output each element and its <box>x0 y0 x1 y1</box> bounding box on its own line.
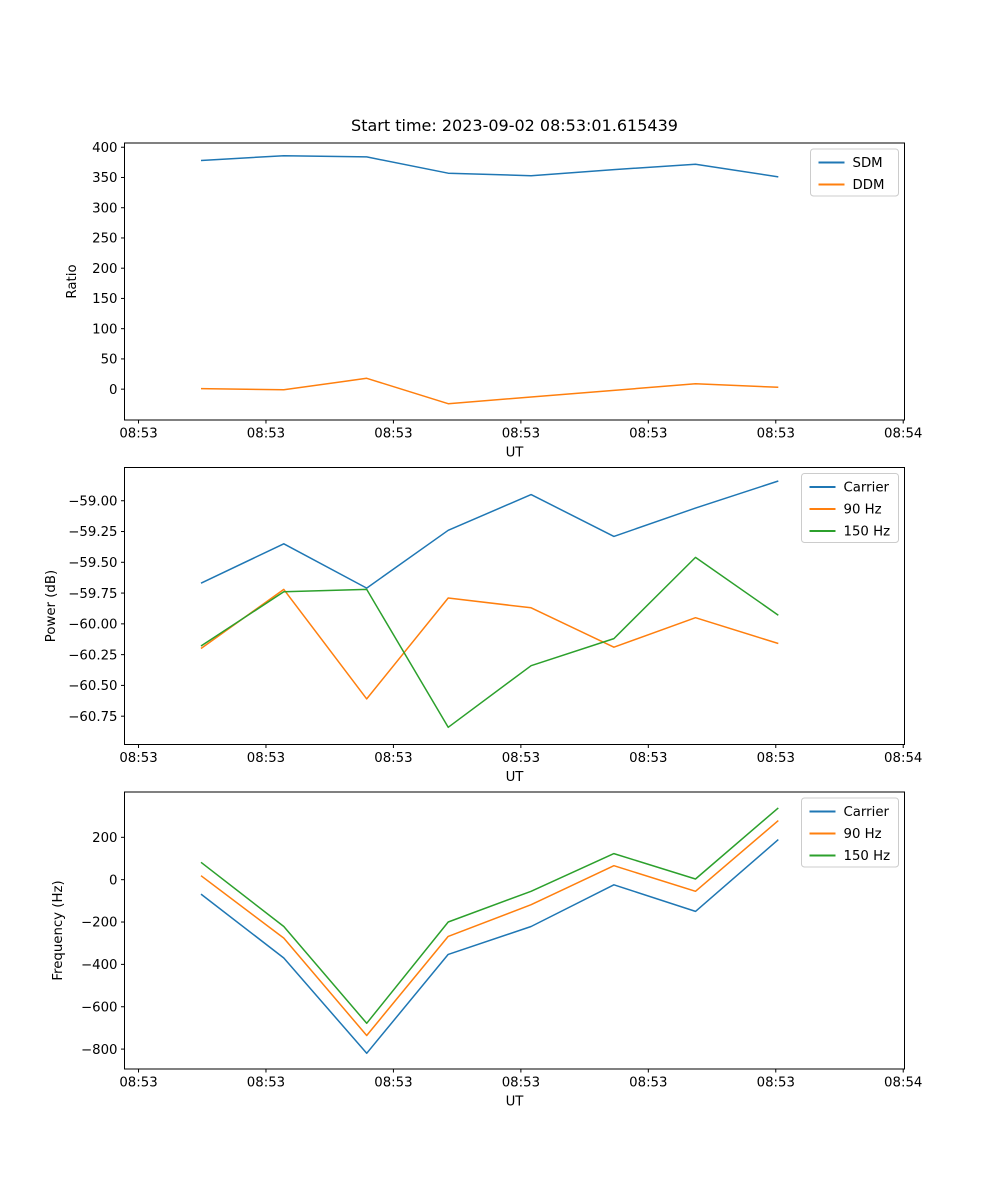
x-tick-label: 08:53 <box>247 751 285 766</box>
y-tick-label: 250 <box>92 232 117 247</box>
y-tick-label: 350 <box>92 171 117 186</box>
y-axis: −59.00 −59.25 −59.50 −59.75 −60.00 −60.25 −60.… <box>44 494 125 725</box>
x-axis: 08:53 08:53 08:53 08:53 08:53 08:53 08:54 UT <box>119 744 922 785</box>
y-tick-label: −60.25 <box>68 648 117 663</box>
x-axis-label: UT <box>506 1095 525 1110</box>
y-tick-label: −59.50 <box>68 556 117 571</box>
subplot-power: 08:53 08:53 08:53 08:53 08:53 08:53 08:54 UT −59… <box>44 467 922 785</box>
series-line-90-hz <box>200 588 779 700</box>
x-axis: 08:53 08:53 08:53 08:53 08:53 08:53 08:54 UT <box>119 420 922 461</box>
x-axis: 08:53 08:53 08:53 08:53 08:53 08:53 08:54 UT <box>119 1069 922 1110</box>
y-tick-label: −600 <box>81 1000 118 1015</box>
x-tick-label: 08:53 <box>119 1076 157 1091</box>
series-line-150-hz <box>200 556 779 729</box>
x-tick-label: 08:53 <box>502 1076 540 1091</box>
y-tick-label: 200 <box>92 262 117 277</box>
axes-frame <box>124 467 905 745</box>
series-line-150-hz <box>200 807 779 1025</box>
legend-label: 150 Hz <box>844 849 891 864</box>
subplot-frequency: 08:53 08:53 08:53 08:53 08:53 08:53 08:54 UT 200… <box>51 791 922 1110</box>
y-tick-label: 150 <box>92 292 117 307</box>
legend-label: SDM <box>853 156 883 171</box>
y-tick-label: 300 <box>92 201 117 216</box>
y-axis-label: Ratio <box>65 264 80 298</box>
y-tick-label: −59.00 <box>68 494 117 509</box>
legend: SDM DDM <box>810 148 899 197</box>
y-tick-label: 0 <box>109 383 117 398</box>
series-line-sdm <box>200 154 779 178</box>
series-line-carrier <box>200 480 779 589</box>
x-tick-label: 08:53 <box>629 1076 667 1091</box>
x-tick-label: 08:53 <box>374 751 412 766</box>
y-axis-label: Power (dB) <box>44 570 59 642</box>
x-tick-label: 08:54 <box>884 1076 922 1091</box>
x-axis-label: UT <box>506 770 525 785</box>
y-tick-label: 200 <box>92 831 117 846</box>
x-axis-label: UT <box>506 446 525 461</box>
x-tick-label: 08:53 <box>247 427 285 442</box>
legend: Carrier 90 Hz 150 Hz <box>801 473 899 543</box>
x-tick-label: 08:53 <box>119 751 157 766</box>
subplots: 08:53 08:53 08:53 08:53 08:53 08:53 08:54 UT 0 50… <box>44 141 922 1110</box>
legend-frame <box>801 797 899 868</box>
x-tick-label: 08:53 <box>629 751 667 766</box>
x-tick-label: 08:53 <box>502 427 540 442</box>
y-tick-label: −200 <box>81 916 118 931</box>
series-line-90-hz <box>200 820 779 1037</box>
subplot-ratio: 08:53 08:53 08:53 08:53 08:53 08:53 08:54 UT 0 50… <box>65 141 922 461</box>
y-tick-label: −60.50 <box>68 679 117 694</box>
x-tick-label: 08:54 <box>884 751 922 766</box>
y-tick-label: −60.75 <box>68 710 117 725</box>
x-tick-label: 08:53 <box>629 427 667 442</box>
y-tick-label: 100 <box>92 322 117 337</box>
x-tick-label: 08:54 <box>884 427 922 442</box>
y-tick-label: −400 <box>81 958 118 973</box>
axes-frame <box>124 142 905 421</box>
legend-label: Carrier <box>844 481 890 496</box>
legend-label: 150 Hz <box>844 525 891 540</box>
y-axis: 200 0 −200 −400 −600 −800 Frequency (Hz) <box>51 831 125 1058</box>
legend-label: 90 Hz <box>844 503 882 518</box>
x-tick-label: 08:53 <box>757 1076 795 1091</box>
y-tick-label: 0 <box>109 873 117 888</box>
axes-frame <box>124 791 905 1070</box>
legend-label: Carrier <box>844 805 890 820</box>
y-tick-label: 400 <box>92 141 117 156</box>
y-axis: 0 50 100 150 200 250 300 350 400 Ratio <box>65 141 125 398</box>
y-tick-label: 50 <box>101 353 118 368</box>
x-tick-label: 08:53 <box>374 1076 412 1091</box>
y-tick-label: −60.00 <box>68 618 117 633</box>
legend-label: 90 Hz <box>844 827 882 842</box>
series-line-ddm <box>200 377 779 405</box>
x-tick-label: 08:53 <box>119 427 157 442</box>
x-tick-label: 08:53 <box>247 1076 285 1091</box>
x-tick-label: 08:53 <box>757 751 795 766</box>
y-tick-label: −800 <box>81 1043 118 1058</box>
y-tick-label: −59.25 <box>68 525 117 540</box>
series-line-carrier <box>200 839 779 1055</box>
figure-title: Start time: 2023-09-02 08:53:01.615439 <box>351 116 678 135</box>
legend: Carrier 90 Hz 150 Hz <box>801 797 899 868</box>
y-axis-label: Frequency (Hz) <box>51 880 66 980</box>
legend-label: DDM <box>853 178 885 193</box>
x-tick-label: 08:53 <box>757 427 795 442</box>
x-tick-label: 08:53 <box>502 751 540 766</box>
legend-frame <box>801 473 899 543</box>
x-tick-label: 08:53 <box>374 427 412 442</box>
y-tick-label: −59.75 <box>68 587 117 602</box>
